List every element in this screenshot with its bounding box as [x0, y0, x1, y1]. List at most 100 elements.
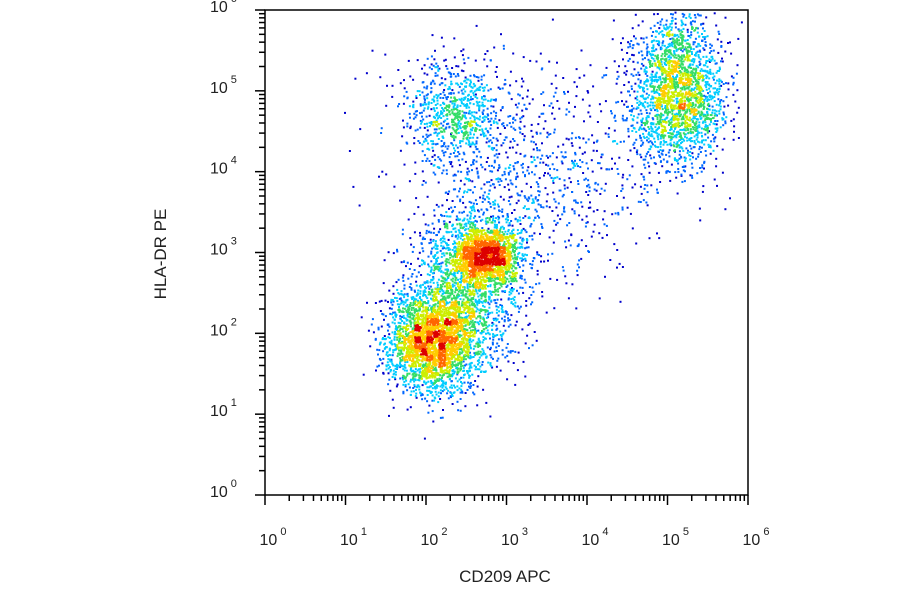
event-point	[395, 297, 398, 300]
event-point	[457, 74, 460, 77]
event-point	[694, 124, 696, 126]
event-point	[551, 163, 554, 166]
event-point	[534, 216, 537, 219]
event-point	[672, 136, 675, 139]
event-point	[530, 294, 533, 296]
event-point	[470, 81, 472, 84]
event-point	[496, 223, 498, 226]
event-point	[486, 196, 489, 199]
event-point	[451, 393, 454, 396]
event-point	[518, 232, 521, 235]
event-point	[481, 104, 484, 106]
event-point	[374, 302, 377, 304]
event-point	[696, 45, 699, 48]
event-point	[695, 157, 698, 160]
event-point	[669, 129, 672, 132]
event-point	[431, 394, 434, 397]
event-point	[720, 84, 723, 87]
event-point	[451, 165, 454, 168]
event-point	[651, 75, 654, 78]
event-point	[427, 255, 430, 258]
event-point	[456, 195, 459, 198]
event-point	[432, 98, 435, 101]
event-point	[495, 153, 498, 156]
event-point	[516, 220, 519, 223]
event-point	[523, 138, 526, 141]
event-point	[472, 161, 474, 164]
event-point	[675, 76, 677, 79]
event-point	[466, 191, 469, 194]
event-point	[586, 185, 589, 187]
event-point	[580, 201, 583, 204]
event-point	[684, 157, 687, 160]
event-point	[393, 349, 396, 352]
event-point	[684, 23, 687, 26]
event-point	[473, 186, 476, 188]
event-point	[492, 105, 495, 108]
event-point	[474, 96, 477, 98]
event-point	[536, 156, 539, 159]
event-point	[489, 205, 492, 208]
event-point	[444, 145, 447, 148]
event-point	[438, 116, 441, 119]
event-point	[396, 327, 398, 330]
event-point	[704, 44, 707, 47]
event-point	[485, 208, 488, 211]
event-point	[453, 118, 456, 121]
event-point	[674, 17, 677, 20]
event-point	[392, 252, 395, 255]
event-point	[400, 359, 403, 362]
event-point	[459, 316, 462, 319]
event-point	[458, 281, 461, 284]
event-point	[459, 298, 462, 301]
event-point	[474, 145, 477, 148]
event-point	[582, 172, 585, 174]
event-point	[441, 112, 444, 115]
event-point	[676, 142, 679, 145]
event-point	[462, 132, 465, 135]
event-point	[482, 388, 485, 391]
event-point	[493, 186, 496, 189]
event-point	[437, 401, 440, 404]
event-point	[674, 126, 677, 129]
event-point	[519, 120, 522, 123]
event-point	[424, 302, 427, 305]
event-point	[653, 79, 656, 82]
event-point	[706, 75, 709, 78]
event-point	[559, 218, 562, 221]
event-point	[646, 122, 648, 125]
event-point	[387, 372, 390, 375]
event-point	[444, 151, 447, 154]
event-point	[396, 365, 399, 368]
event-point	[568, 110, 571, 113]
event-point	[472, 205, 475, 207]
event-point	[454, 130, 457, 133]
event-point	[423, 97, 426, 100]
event-point	[641, 86, 644, 89]
event-point	[702, 103, 705, 106]
event-point	[669, 49, 672, 52]
event-point	[636, 95, 639, 98]
event-point	[670, 44, 673, 47]
event-point	[621, 266, 624, 268]
event-point	[613, 243, 616, 246]
event-point	[422, 109, 425, 112]
event-point	[662, 77, 665, 80]
event-point	[715, 131, 718, 133]
event-point	[383, 259, 386, 262]
event-point	[430, 297, 432, 300]
event-point	[495, 227, 498, 230]
event-point	[650, 130, 653, 133]
event-point	[405, 265, 407, 268]
event-point	[442, 164, 445, 167]
event-point	[528, 322, 531, 325]
event-point	[501, 107, 504, 109]
event-point	[517, 102, 520, 105]
event-point	[392, 316, 395, 319]
event-point	[662, 139, 665, 142]
event-point	[419, 370, 422, 373]
event-point	[441, 374, 444, 377]
event-point	[509, 140, 512, 143]
event-point	[448, 215, 451, 218]
event-point	[488, 306, 491, 309]
